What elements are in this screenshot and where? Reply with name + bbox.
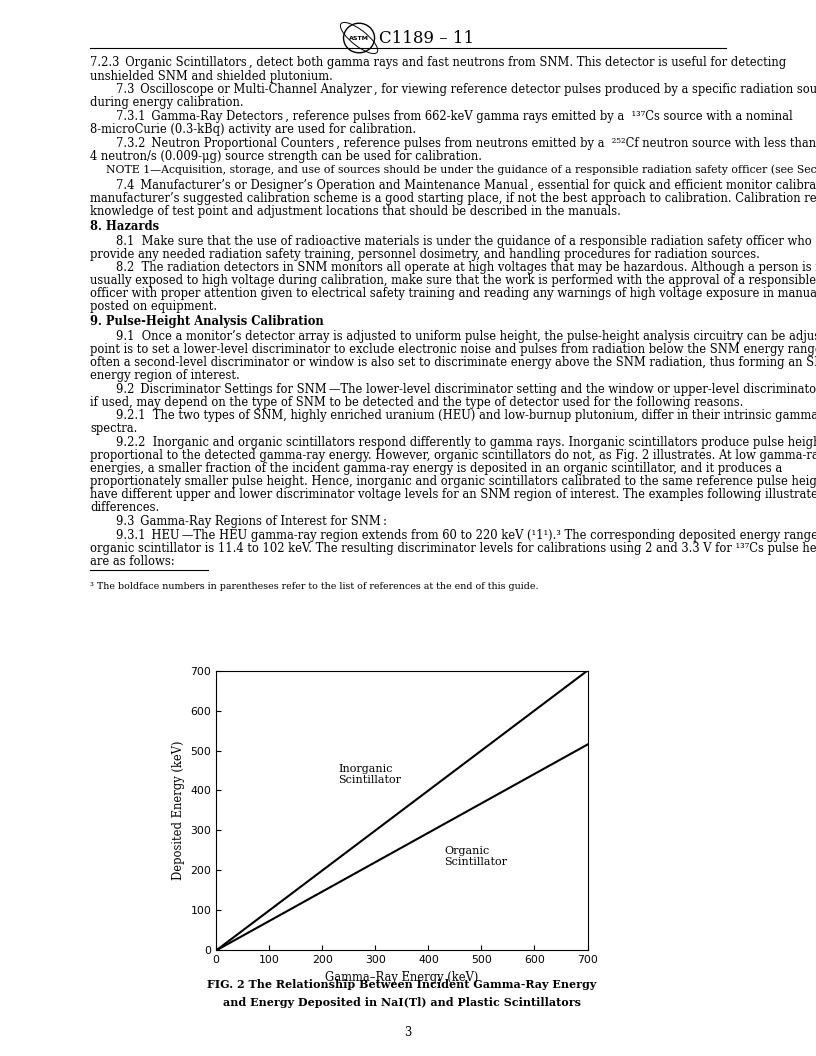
Text: 4 neutron/s (0.009-μg) source strength can be used for calibration.: 4 neutron/s (0.009-μg) source strength c…: [90, 150, 482, 163]
Text: proportionately smaller pulse height. Hence, inorganic and organic scintillators: proportionately smaller pulse height. He…: [90, 475, 816, 488]
Text: proportional to the detected gamma-ray energy. However, organic scintillators do: proportional to the detected gamma-ray e…: [90, 449, 816, 463]
Text: often a second-level discriminator or window is also set to discriminate energy : often a second-level discriminator or wi…: [90, 356, 816, 369]
Text: energies, a smaller fraction of the incident gamma-ray energy is deposited in an: energies, a smaller fraction of the inci…: [90, 463, 783, 475]
X-axis label: Gamma–Ray Energy (keV): Gamma–Ray Energy (keV): [326, 970, 478, 984]
Text: differences.: differences.: [90, 502, 159, 514]
Text: are as follows:: are as follows:: [90, 554, 175, 568]
Text: officer with proper attention given to electrical safety training and reading an: officer with proper attention given to e…: [90, 287, 816, 300]
Text: 9.2.1  The two types of SNM, highly enriched uranium (HEU) and low-burnup pluton: 9.2.1 The two types of SNM, highly enric…: [116, 410, 816, 422]
Text: 9.3.1  HEU —The HEU gamma-ray region extends from 60 to 220 keV (¹1¹).³ The corr: 9.3.1 HEU —The HEU gamma-ray region exte…: [116, 529, 816, 542]
Text: point is to set a lower-level discriminator to exclude electronic noise and puls: point is to set a lower-level discrimina…: [90, 343, 816, 356]
Text: 8. Hazards: 8. Hazards: [90, 220, 159, 233]
Text: during energy calibration.: during energy calibration.: [90, 96, 244, 109]
Text: Organic
Scintillator: Organic Scintillator: [444, 846, 508, 867]
Text: 9. Pulse-Height Analysis Calibration: 9. Pulse-Height Analysis Calibration: [90, 316, 324, 328]
Text: 8.1  Make sure that the use of radioactive materials is under the guidance of a : 8.1 Make sure that the use of radioactiv…: [116, 234, 816, 247]
Text: 7.3.1  Gamma-Ray Detectors , reference pulses from 662-keV gamma rays emitted by: 7.3.1 Gamma-Ray Detectors , reference pu…: [116, 110, 793, 122]
Text: 7.3  Oscilloscope or Multi-Channel Analyzer , for viewing reference detector pul: 7.3 Oscilloscope or Multi-Channel Analyz…: [116, 83, 816, 96]
Text: ³ The boldface numbers in parentheses refer to the list of references at the end: ³ The boldface numbers in parentheses re…: [90, 582, 539, 591]
Text: unshielded SNM and shielded plutonium.: unshielded SNM and shielded plutonium.: [90, 70, 333, 82]
Text: 8-microCurie (0.3-kBq) activity are used for calibration.: 8-microCurie (0.3-kBq) activity are used…: [90, 122, 416, 136]
Text: 9.2  Discriminator Settings for SNM —The lower-level discriminator setting and t: 9.2 Discriminator Settings for SNM —The …: [116, 382, 816, 396]
Text: spectra.: spectra.: [90, 422, 137, 435]
Text: Inorganic
Scintillator: Inorganic Scintillator: [338, 763, 401, 786]
Text: organic scintillator is 11.4 to 102 keV. The resulting discriminator levels for : organic scintillator is 11.4 to 102 keV.…: [90, 542, 816, 554]
Text: energy region of interest.: energy region of interest.: [90, 369, 240, 382]
Text: posted on equipment.: posted on equipment.: [90, 300, 217, 314]
Text: have different upper and lower discriminator voltage levels for an SNM region of: have different upper and lower discrimin…: [90, 488, 816, 502]
Text: 7.3.2  Neutron Proportional Counters , reference pulses from neutrons emitted by: 7.3.2 Neutron Proportional Counters , re…: [116, 136, 816, 150]
Text: FIG. 2 The Relationship Between Incident Gamma-Ray Energy: FIG. 2 The Relationship Between Incident…: [207, 979, 596, 989]
Text: 9.3  Gamma-Ray Regions of Interest for SNM :: 9.3 Gamma-Ray Regions of Interest for SN…: [116, 515, 387, 528]
Text: knowledge of test point and adjustment locations that should be described in the: knowledge of test point and adjustment l…: [90, 205, 621, 219]
Text: 9.2.2  Inorganic and organic scintillators respond differently to gamma rays. In: 9.2.2 Inorganic and organic scintillator…: [116, 436, 816, 449]
Y-axis label: Deposited Energy (keV): Deposited Energy (keV): [172, 740, 185, 881]
Text: 7.4  Manufacturer’s or Designer’s Operation and Maintenance Manual , essential f: 7.4 Manufacturer’s or Designer’s Operati…: [116, 180, 816, 192]
Text: manufacturer’s suggested calibration scheme is a good starting place, if not the: manufacturer’s suggested calibration sch…: [90, 192, 816, 205]
Text: ASTM: ASTM: [349, 36, 369, 40]
Text: NOTE 1—Acquisition, storage, and use of sources should be under the guidance of : NOTE 1—Acquisition, storage, and use of …: [105, 164, 816, 174]
Text: 7.2.3  Organic Scintillators , detect both gamma rays and fast neutrons from SNM: 7.2.3 Organic Scintillators , detect bot…: [90, 56, 787, 70]
Text: usually exposed to high voltage during calibration, make sure that the work is p: usually exposed to high voltage during c…: [90, 275, 816, 287]
Text: and Energy Deposited in NaI(Tl) and Plastic Scintillators: and Energy Deposited in NaI(Tl) and Plas…: [223, 997, 581, 1007]
Text: if used, may depend on the type of SNM to be detected and the type of detector u: if used, may depend on the type of SNM t…: [90, 396, 743, 409]
Text: 3: 3: [405, 1026, 411, 1039]
Text: 8.2  The radiation detectors in SNM monitors all operate at high voltages that m: 8.2 The radiation detectors in SNM monit…: [116, 261, 816, 275]
Text: C1189 – 11: C1189 – 11: [379, 30, 475, 46]
Text: 9.1  Once a monitor’s detector array is adjusted to uniform pulse height, the pu: 9.1 Once a monitor’s detector array is a…: [116, 329, 816, 343]
Text: provide any needed radiation safety training, personnel dosimetry, and handling : provide any needed radiation safety trai…: [90, 247, 760, 261]
